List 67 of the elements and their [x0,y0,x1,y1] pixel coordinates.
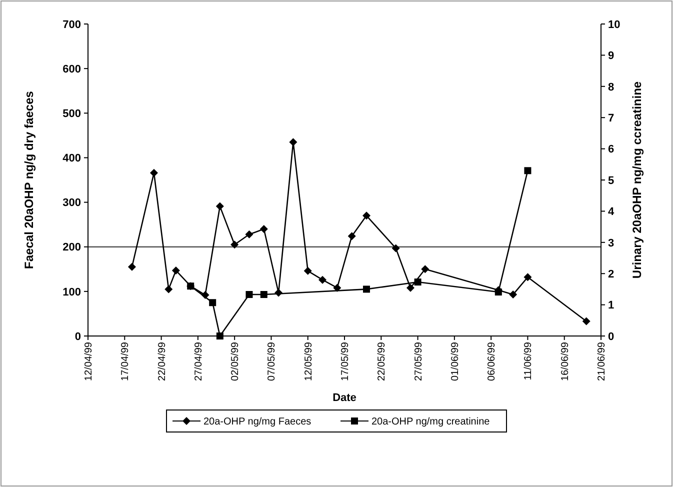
point [216,332,224,340]
point [348,232,356,240]
y2-tick-label: 2 [608,268,614,280]
x-tick-label: 16/06/99 [560,342,571,381]
x-tick-label: 06/06/99 [486,342,498,381]
x-tick-label: 17/04/99 [120,342,132,381]
legend-label: 20a-OHP ng/mg Faeces [204,416,312,428]
point [187,282,194,290]
y2-tick-label: 1 [608,300,614,312]
y2-tick-label: 7 [608,112,614,124]
point [362,212,370,220]
x-tick-label: 11/06/99 [523,342,534,380]
y2-tick-label: 6 [608,144,614,156]
point [582,317,590,326]
point [406,284,414,292]
x-tick-label: 02/05/99 [230,342,242,381]
y-tick-label: 500 [62,108,81,120]
point [509,290,518,299]
point [260,291,268,298]
y2-tick-label: 5 [608,174,614,187]
x-tick-label: 21/06/99 [596,342,608,381]
x-tick-label: 27/05/99 [413,342,424,381]
y2-tick-label: 10 [608,18,620,31]
x-axis-title: Date [332,392,356,404]
y-tick-label: 700 [62,18,81,31]
point [150,168,158,177]
x-tick-label: 07/05/99 [266,342,278,381]
y-tick-label: 400 [62,152,81,165]
point [209,299,216,306]
x-tick-label: 12/04/99 [84,342,94,381]
point [216,202,224,210]
point [260,225,268,234]
point [230,240,239,249]
point [494,288,502,296]
point [421,265,430,274]
point [524,167,532,174]
point [128,262,136,271]
x-tick-label: 22/04/99 [156,342,168,381]
y-tick-label: 300 [62,197,81,210]
y-tick-label: 100 [62,286,81,298]
y2-tick-label: 3 [608,237,614,250]
legend-label: 20a-OHP ng/mg creatinine [372,416,490,428]
point [172,266,180,274]
y2-tick-label: 8 [608,81,614,94]
y-tick-label: 600 [62,63,81,76]
x-tick-label: 22/05/99 [376,342,388,381]
y-tick-label: 200 [62,242,81,254]
point [392,244,400,252]
point [524,273,532,282]
point [304,266,312,275]
y-axis-title: Faecal 20aOHP ng/g dry faeces [22,90,36,269]
point [246,291,253,298]
x-tick-label: 12/05/99 [303,342,314,381]
y2-tick-label: 9 [608,50,614,62]
point [164,285,173,294]
point [289,138,298,146]
y-tick-label: 0 [74,330,81,343]
x-tick-label: 01/06/99 [450,342,461,381]
y2-axis-title: Urinary 20aOHP ng/mg ccreatinine [630,81,644,279]
point [318,276,327,284]
point [414,278,422,286]
y2-tick-label: 4 [608,206,615,218]
point [362,286,370,293]
x-tick-label: 17/05/99 [340,342,351,381]
y2-tick-label: 0 [608,330,614,343]
x-tick-label: 27/04/99 [193,342,204,381]
point [245,230,254,238]
